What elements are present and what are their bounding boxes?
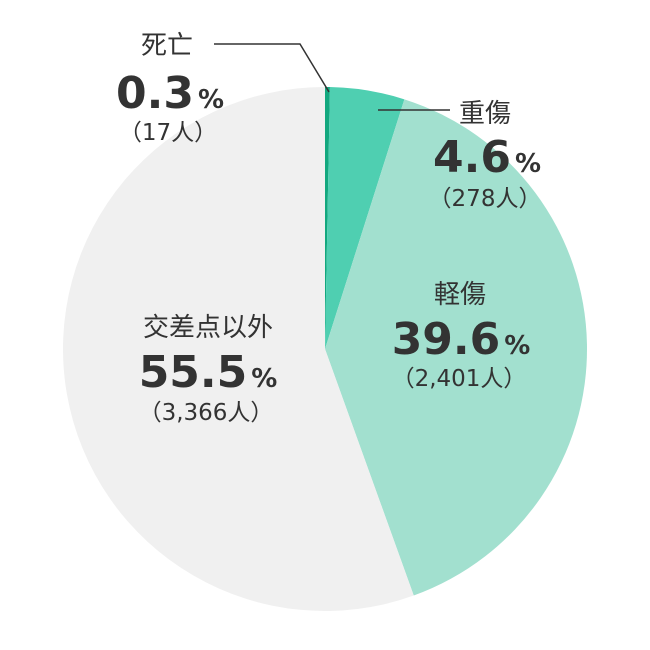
slice-percent-value-minor: 39.6 (392, 314, 501, 365)
pie-slice-minor (325, 99, 588, 596)
slice-count-other: （3,366人） (139, 400, 274, 426)
label-serious: 重傷 4.6% （278人） (429, 99, 542, 212)
label-other: 交差点以外 55.5% （3,366人） (139, 313, 278, 426)
pie-slice-death (325, 87, 330, 349)
slice-percent-value-serious: 4.6 (433, 132, 511, 183)
slice-percent-unit-minor: % (504, 331, 530, 361)
slice-count-serious: （278人） (429, 186, 542, 212)
label-death: 死亡 0.3% （17人） (116, 31, 224, 146)
slice-name-death: 死亡 (141, 31, 193, 61)
label-minor: 軽傷 39.6% （2,401人） (392, 280, 531, 392)
slice-percent-unit-death: % (198, 85, 224, 115)
slice-name-other: 交差点以外 (143, 313, 273, 343)
slice-percent-value-death: 0.3 (116, 68, 194, 119)
slice-percent-unit-serious: % (515, 149, 541, 179)
slice-percent-death: 0.3% (116, 68, 224, 119)
slice-percent-minor: 39.6% (392, 314, 531, 365)
slice-count-minor: （2,401人） (392, 366, 527, 392)
slice-percent-unit-other: % (251, 364, 277, 394)
pie-slice-serious (325, 87, 405, 350)
slice-percent-other: 55.5% (139, 347, 278, 398)
slice-name-serious: 重傷 (459, 99, 511, 129)
slice-name-minor: 軽傷 (434, 280, 486, 310)
pie-slice-other (62, 87, 414, 612)
leader-line-death (214, 43, 330, 93)
slice-count-death: （17人） (119, 120, 217, 146)
slice-percent-serious: 4.6% (433, 132, 541, 183)
slice-percent-value-other: 55.5 (139, 347, 248, 398)
pie-slices (62, 87, 588, 612)
